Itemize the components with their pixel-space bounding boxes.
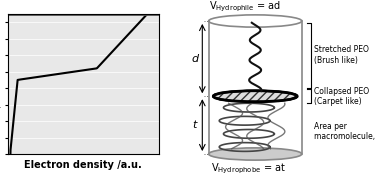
Text: $\mathregular{V_{Hydrophile}}$ = ad: $\mathregular{V_{Hydrophile}}$ = ad <box>209 0 280 14</box>
Text: d: d <box>191 54 198 64</box>
X-axis label: Electron density /a.u.: Electron density /a.u. <box>24 160 142 170</box>
Text: Collapsed PEO
(Carpet like): Collapsed PEO (Carpet like) <box>314 87 370 106</box>
Ellipse shape <box>209 148 302 160</box>
Text: $\mathregular{V_{Hydrophobe}}$ = at: $\mathregular{V_{Hydrophobe}}$ = at <box>211 162 286 175</box>
Text: Stretched PEO
(Brush like): Stretched PEO (Brush like) <box>314 46 369 65</box>
Ellipse shape <box>213 91 297 102</box>
Text: Area per
macromolecule, a: Area per macromolecule, a <box>314 122 378 141</box>
Text: t: t <box>193 120 197 130</box>
